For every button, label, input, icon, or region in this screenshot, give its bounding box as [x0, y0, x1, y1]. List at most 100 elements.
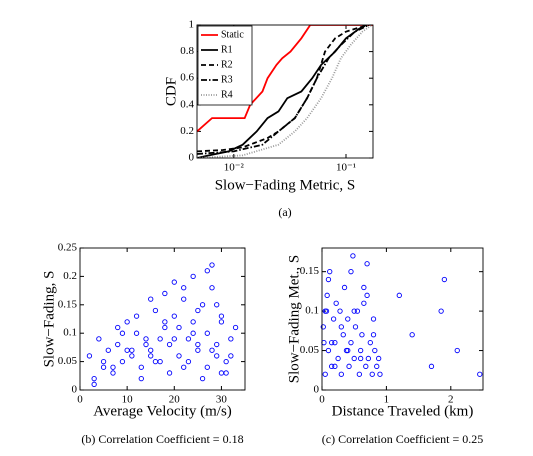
point — [162, 324, 168, 331]
point — [335, 355, 341, 362]
point — [214, 302, 220, 308]
point — [332, 340, 338, 346]
legend-label: Static — [221, 29, 244, 40]
point — [329, 363, 335, 369]
point — [133, 313, 140, 319]
point — [86, 353, 93, 359]
point — [364, 292, 370, 298]
x-tick-label: 0 — [77, 394, 83, 406]
point — [166, 370, 173, 376]
point — [327, 269, 333, 275]
point — [441, 276, 448, 283]
point — [157, 358, 163, 365]
point — [320, 324, 326, 330]
point — [348, 340, 354, 346]
point — [195, 307, 201, 314]
point — [364, 261, 370, 267]
point — [325, 276, 332, 283]
x-tick-label: 10 — [122, 394, 134, 406]
point — [357, 355, 364, 362]
point — [369, 371, 375, 377]
legend-box — [197, 25, 253, 106]
point — [166, 341, 173, 348]
point — [351, 355, 357, 362]
x-tick-label: 1 — [384, 394, 390, 406]
point — [176, 324, 182, 331]
point — [100, 364, 107, 370]
point — [204, 268, 210, 274]
point — [350, 253, 356, 259]
y-tick-label: 0 — [72, 384, 78, 396]
point — [367, 340, 373, 346]
point — [129, 353, 135, 359]
point — [223, 370, 229, 376]
point — [91, 381, 97, 387]
point — [199, 375, 206, 382]
y-tick-label: 0.2 — [180, 125, 194, 137]
point — [129, 347, 135, 353]
y-tick-label: 0.8 — [180, 45, 194, 57]
point — [152, 358, 159, 365]
plot-frame — [79, 247, 246, 391]
point — [119, 330, 126, 336]
cdf-line — [197, 25, 373, 133]
y-tick-label: 0.15 — [58, 298, 78, 310]
point — [209, 347, 215, 353]
point — [322, 371, 328, 377]
point — [195, 347, 201, 353]
point — [370, 332, 377, 338]
point — [190, 319, 196, 325]
point — [133, 330, 140, 336]
point — [345, 347, 351, 354]
point — [204, 330, 210, 336]
y-tick-label: 0 — [189, 152, 195, 164]
point — [357, 347, 364, 354]
point — [199, 302, 206, 308]
point — [105, 347, 111, 353]
point — [218, 313, 225, 319]
point — [428, 363, 435, 369]
x-tick-label: 2 — [448, 394, 454, 406]
point — [359, 332, 365, 338]
x-axis-label: Distance Traveled (km) — [332, 403, 474, 419]
x-tick-label: 20 — [169, 394, 181, 406]
y-tick-label: 0 — [314, 384, 320, 396]
x-tick-label: 0 — [319, 394, 325, 406]
point — [181, 364, 187, 370]
y-tick-label: 0.4 — [180, 98, 194, 110]
point — [148, 347, 154, 353]
point — [348, 269, 354, 275]
point — [351, 308, 357, 314]
point — [352, 324, 359, 330]
point — [171, 279, 177, 285]
point — [232, 324, 239, 331]
point — [377, 371, 383, 377]
legend-label: R1 — [221, 44, 233, 55]
point — [218, 319, 225, 325]
point — [124, 319, 130, 325]
point — [396, 292, 402, 298]
point — [337, 308, 343, 314]
x-tick-label: 30 — [216, 394, 228, 406]
point — [454, 347, 460, 354]
y-tick-label: 0.2 — [63, 270, 77, 282]
point — [323, 308, 330, 314]
point — [157, 336, 163, 342]
point — [91, 375, 97, 382]
point — [361, 284, 367, 291]
y-tick-label: 0.1 — [305, 305, 319, 317]
point — [354, 308, 361, 314]
point — [190, 273, 196, 280]
plot-frame — [321, 247, 484, 391]
point — [190, 330, 196, 336]
point — [329, 340, 335, 346]
y-tick-label: 0.15 — [300, 265, 320, 277]
point — [340, 332, 346, 338]
point — [195, 341, 201, 348]
point — [171, 313, 177, 319]
point — [162, 319, 168, 325]
point — [333, 300, 339, 306]
point — [218, 370, 225, 376]
point — [376, 355, 382, 362]
